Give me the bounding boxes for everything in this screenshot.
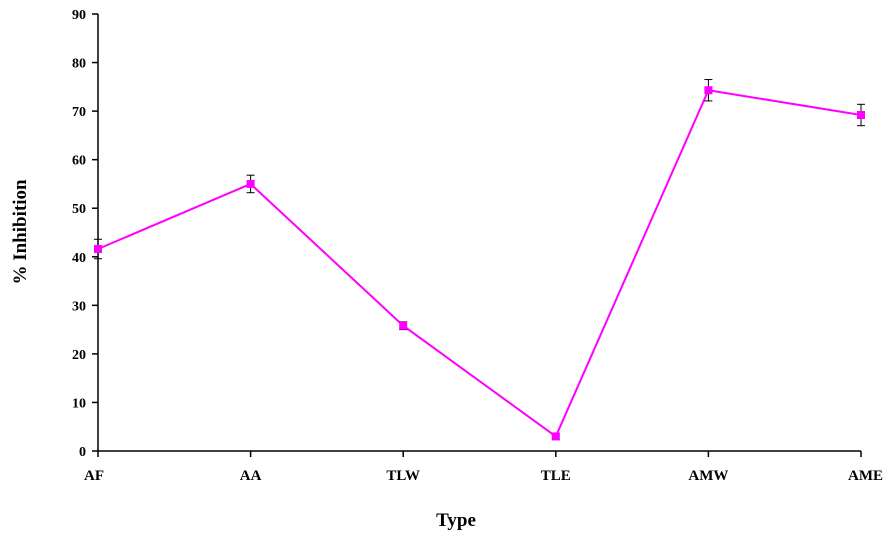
series-layer [94,79,865,441]
data-point-marker [94,245,102,254]
data-point-marker [857,110,865,119]
y-tick-label: 30 [72,299,86,314]
data-point-marker [399,321,408,330]
x-tick-label: AF [84,468,104,484]
x-tick-label: AMW [688,468,728,484]
data-point-marker [246,179,255,188]
y-tick-label: 70 [72,105,86,120]
y-axis-ticks: 0 10 20 30 40 50 60 70 80 90 [72,8,98,460]
x-tick-label: AME [848,468,883,484]
x-tick-label: AA [240,468,262,484]
x-tick-label: TLE [541,468,571,484]
y-tick-label: 20 [72,348,86,363]
y-tick-label: 90 [72,8,86,23]
data-point-marker [551,432,560,441]
y-tick-label: 10 [72,396,86,411]
x-tick-label: TLW [386,468,420,484]
y-tick-label: 80 [72,57,86,72]
series-line [97,89,862,438]
y-axis-title: % Inhibition [10,179,31,285]
y-tick-label: 50 [72,202,86,217]
x-axis-title: Type [436,510,476,531]
data-point-marker [704,86,713,95]
x-axis-ticks: AF AA TLW TLE AMW AME [84,451,883,484]
y-tick-label: 0 [79,445,86,460]
y-tick-label: 40 [72,251,86,266]
y-tick-label: 60 [72,154,86,169]
